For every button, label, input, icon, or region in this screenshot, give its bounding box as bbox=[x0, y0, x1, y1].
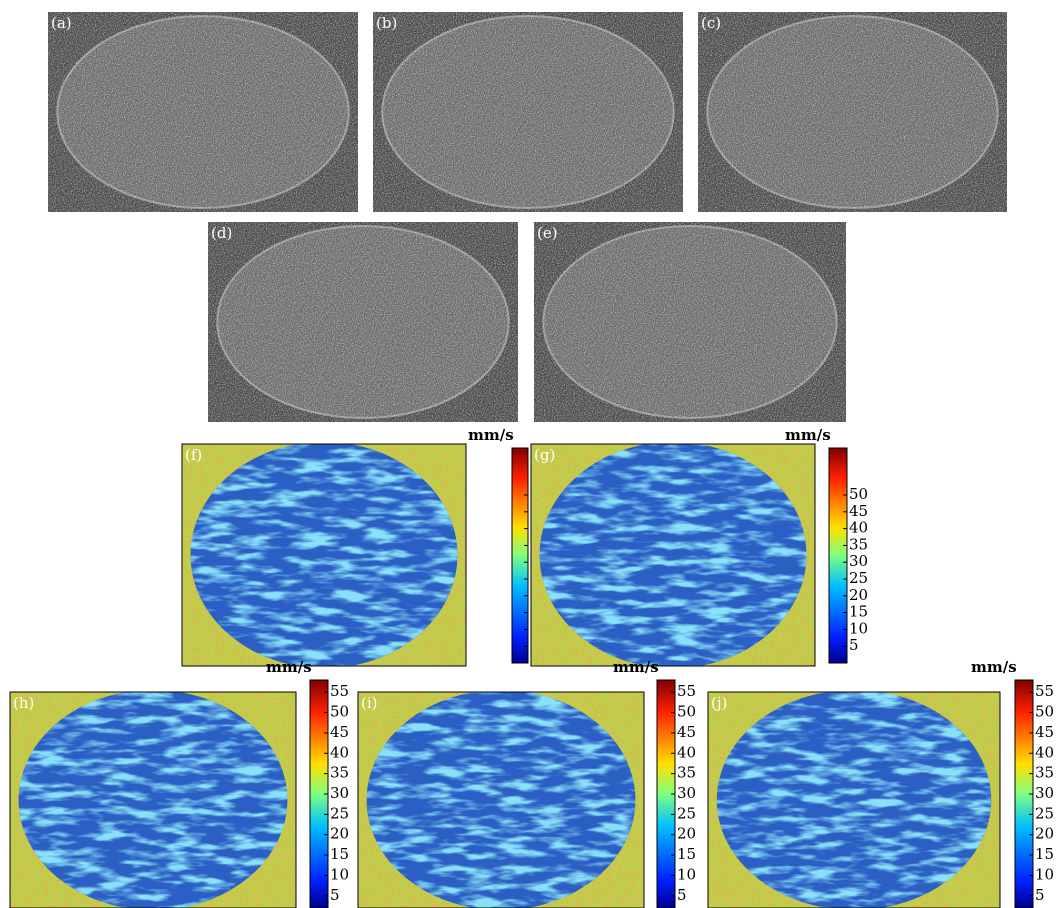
speckle bbox=[534, 222, 846, 422]
colorbar-unit: mm/s bbox=[785, 426, 831, 444]
colorbar-tick-label: 50 bbox=[677, 703, 696, 721]
colorbar-tick-label: 50 bbox=[1035, 703, 1054, 721]
colorbar-tick-label: 40 bbox=[849, 519, 868, 537]
panel-label: (c) bbox=[701, 14, 721, 32]
colorbar-tick-label: 35 bbox=[1035, 764, 1054, 782]
colorbar-tick-label: 35 bbox=[330, 764, 349, 782]
speckle bbox=[208, 222, 518, 422]
panel-label: (a) bbox=[51, 14, 72, 32]
colorbar bbox=[829, 448, 847, 663]
panel: mm/s 5 10 15 20 25 30 35 40 45 50 55 (j) bbox=[708, 658, 1054, 908]
colorbar-tick-label: 5 bbox=[677, 886, 687, 904]
colorbar-tick-label: 10 bbox=[330, 865, 349, 883]
colorbar-tick-label: 45 bbox=[1035, 723, 1054, 741]
colorbar-tick-label: 10 bbox=[1035, 865, 1054, 883]
colorbar-tick-label: 5 bbox=[330, 886, 340, 904]
colorbar-unit: mm/s bbox=[468, 426, 514, 444]
colorbar-tick-label: 40 bbox=[330, 743, 349, 761]
colorbar-tick-label: 35 bbox=[677, 764, 696, 782]
colorbar-tick-label: 40 bbox=[1035, 743, 1054, 761]
colorbar-tick-label: 20 bbox=[677, 825, 696, 843]
panel: (c) bbox=[698, 12, 1007, 212]
speckle bbox=[698, 12, 1007, 212]
colorbar-tick-label: 45 bbox=[849, 502, 868, 520]
panel-label: (g) bbox=[534, 446, 555, 464]
colorbar-tick-label: 55 bbox=[677, 682, 696, 700]
colorbar-tick-label: 20 bbox=[330, 825, 349, 843]
colorbar-tick-label: 25 bbox=[677, 804, 696, 822]
colorbar-tick-label: 55 bbox=[1035, 682, 1054, 700]
colorbar-tick-label: 5 bbox=[849, 636, 859, 654]
panel-label: (e) bbox=[537, 224, 558, 242]
speckle bbox=[373, 12, 683, 212]
panel: (d) bbox=[208, 222, 518, 422]
colorbar-tick-label: 15 bbox=[1035, 845, 1054, 863]
speckle bbox=[48, 12, 358, 212]
panel: (e) bbox=[534, 222, 846, 422]
colorbar bbox=[512, 448, 528, 663]
colorbar-tick-label: 20 bbox=[1035, 825, 1054, 843]
panel: mm/s 5 10 15 20 25 30 35 40 45 50 55 (i) bbox=[358, 658, 696, 908]
colorbar-tick-label: 30 bbox=[677, 784, 696, 802]
colorbar-tick-label: 10 bbox=[677, 865, 696, 883]
colorbar-tick-label: 50 bbox=[849, 485, 868, 503]
panel: (a) bbox=[48, 12, 358, 212]
figure: (a)(b)(c)(d)(e)mm/s5101520253035404550(f… bbox=[0, 0, 1059, 908]
colorbar-tick-label: 15 bbox=[330, 845, 349, 863]
colorbar-tick-label: 50 bbox=[330, 703, 349, 721]
colorbar-tick-label: 30 bbox=[330, 784, 349, 802]
colorbar-tick-label: 45 bbox=[330, 723, 349, 741]
panel-label: (b) bbox=[376, 14, 397, 32]
colorbar-tick-label: 55 bbox=[330, 682, 349, 700]
colorbar-tick-label: 20 bbox=[849, 586, 868, 604]
colorbar-tick-label: 5 bbox=[1035, 886, 1045, 904]
panel-label: (f) bbox=[185, 446, 202, 464]
colorbar-tick-label: 25 bbox=[1035, 804, 1054, 822]
colorbar-tick-label: 25 bbox=[849, 569, 868, 587]
colorbar-tick-label: 40 bbox=[677, 743, 696, 761]
panel-label: (h) bbox=[13, 694, 34, 712]
colorbar-unit: mm/s bbox=[971, 658, 1017, 676]
colorbar-tick-label: 45 bbox=[677, 723, 696, 741]
panel-label: (d) bbox=[211, 224, 232, 242]
panel-label: (i) bbox=[361, 694, 378, 712]
panel: mm/s 5 10 15 20 25 30 35 40 45 50 55 (h) bbox=[10, 658, 349, 908]
colorbar-tick-label: 30 bbox=[1035, 784, 1054, 802]
colorbar-unit: mm/s bbox=[266, 658, 312, 676]
colorbar-tick-label: 15 bbox=[677, 845, 696, 863]
colorbar-tick-label: 10 bbox=[849, 619, 868, 637]
colorbar-tick-label: 25 bbox=[330, 804, 349, 822]
colorbar-unit: mm/s bbox=[613, 658, 659, 676]
panel-label: (j) bbox=[711, 694, 727, 712]
colorbar-tick-label: 35 bbox=[849, 535, 868, 553]
panel: (b) bbox=[373, 12, 683, 212]
colorbar-tick-label: 30 bbox=[849, 552, 868, 570]
colorbar-tick-label: 15 bbox=[849, 603, 868, 621]
